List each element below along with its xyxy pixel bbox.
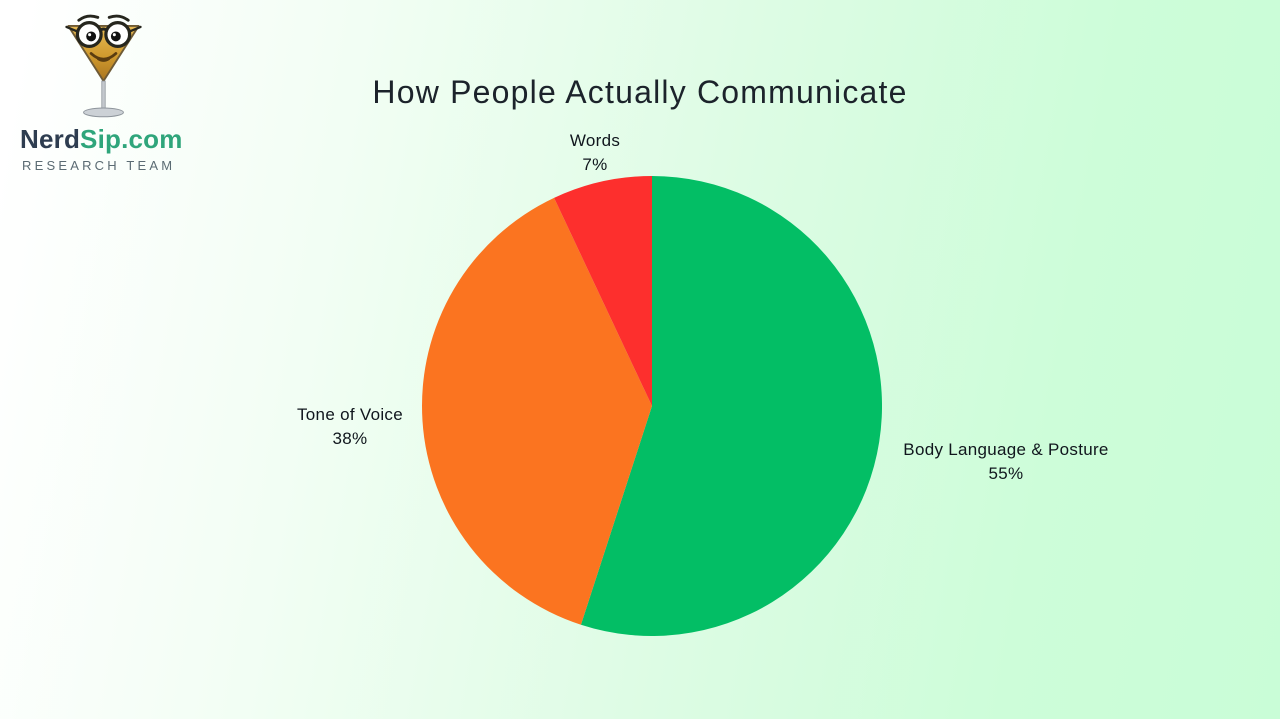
- pie-slice: [580, 176, 883, 636]
- chart-title: How People Actually Communicate: [372, 74, 908, 110]
- slice-label-text: Words: [569, 131, 621, 150]
- brand-wordmark: NerdSip.com: [20, 124, 183, 155]
- pie-chart: [422, 176, 883, 636]
- pie-chart-wrap: [422, 176, 883, 636]
- pie-slice: [422, 197, 652, 625]
- slice-percent: 38%: [332, 429, 368, 448]
- slice-label-text: Tone of Voice: [297, 405, 403, 424]
- slice-percent: 7%: [582, 155, 608, 174]
- pie-slice: [554, 176, 652, 406]
- brand-secondary: Sip.com: [80, 124, 183, 154]
- slice-label-words: Words 7%: [570, 130, 620, 176]
- slice-label-text: Body Language & Posture: [903, 440, 1109, 459]
- brand-subtitle: RESEARCH TEAM: [22, 158, 176, 173]
- slice-label-tone-of-voice: Tone of Voice 38%: [297, 404, 403, 450]
- martini-glass-nerd-face-icon: [65, 14, 142, 118]
- slice-label-body-language: Body Language & Posture 55%: [903, 439, 1108, 485]
- slice-percent: 55%: [988, 464, 1024, 483]
- brand-primary: Nerd: [20, 124, 81, 154]
